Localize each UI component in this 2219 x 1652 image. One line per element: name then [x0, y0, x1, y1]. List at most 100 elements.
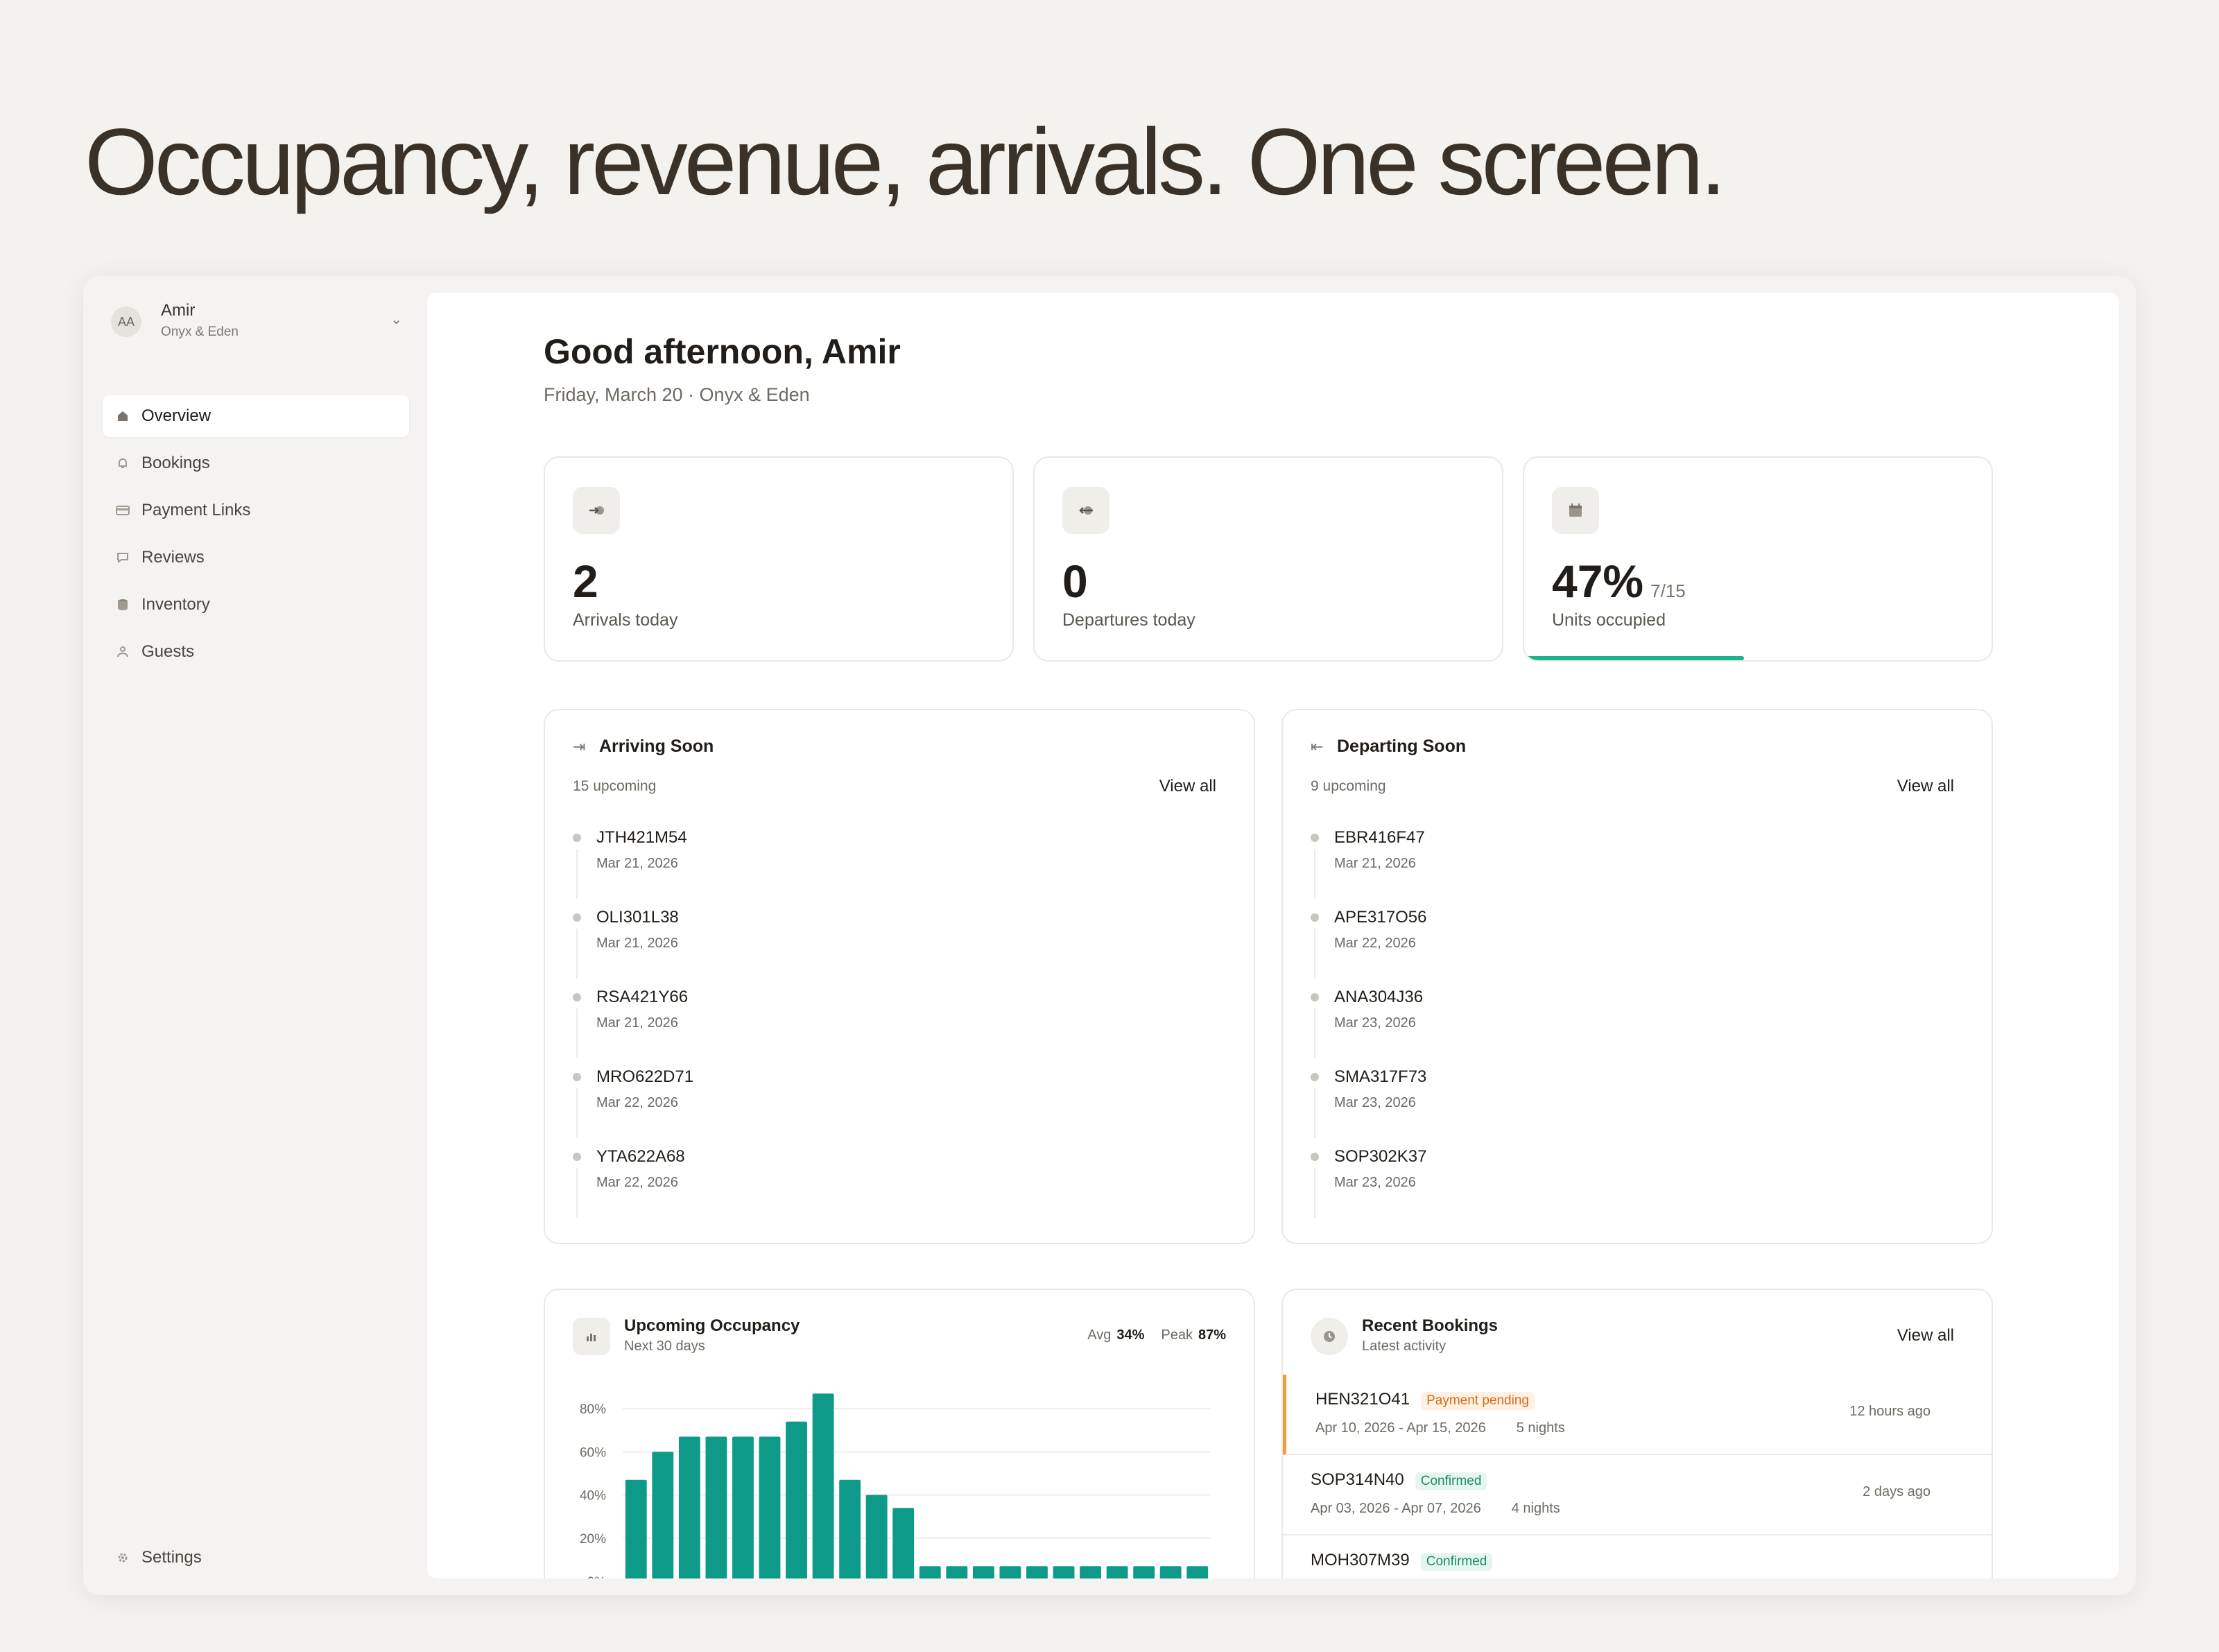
list-item[interactable]: SMA317F73 Mar 23, 2026 [1311, 1067, 1935, 1147]
occupancy-bar[interactable] [865, 1495, 888, 1578]
list-item[interactable]: ANA304J36 Mar 23, 2026 [1311, 988, 1935, 1067]
settings-label: Settings [141, 1548, 202, 1567]
stat-card-occupancy[interactable]: 47% 7/15 Units occupied [1523, 456, 1993, 662]
occupancy-summary: Avg 34% Peak 87% [1087, 1327, 1226, 1343]
booking-date: Mar 23, 2026 [1334, 1015, 1416, 1031]
booking-code: ANA304J36 [1334, 988, 1424, 1006]
sidebar-item-settings[interactable]: Settings [115, 1548, 202, 1567]
sidebar-nav: Overview Bookings Payment Links Reviews [103, 395, 409, 678]
occupancy-bar[interactable] [786, 1421, 807, 1578]
occupancy-bar[interactable] [812, 1393, 834, 1578]
arriving-view-all-link[interactable]: View all [1159, 777, 1216, 795]
list-item[interactable]: APE317O56 Mar 22, 2026 [1311, 908, 1935, 988]
bell-icon [115, 456, 130, 471]
occupancy-bar[interactable] [946, 1566, 968, 1578]
occupancy-fraction: 7/15 [1650, 580, 1686, 601]
stat-card-departures[interactable]: 0 Departures today [1033, 456, 1503, 662]
departures-count: 0 [1062, 556, 1088, 607]
booking-date: Mar 23, 2026 [1334, 1175, 1416, 1190]
booking-date: Mar 22, 2026 [596, 1175, 678, 1190]
sidebar-item-bookings[interactable]: Bookings [103, 442, 409, 484]
occupancy-bar[interactable] [1026, 1566, 1048, 1578]
gear-icon [115, 1550, 130, 1565]
arriving-count: 15 upcoming [573, 778, 657, 794]
occupancy-bar[interactable] [1080, 1566, 1101, 1578]
booking-dates-row: Apr 03, 2026 - Apr 07, 2026 4 nights [1311, 1501, 1560, 1517]
occupancy-bar[interactable] [678, 1436, 700, 1578]
arrivals-label: Arrivals today [573, 610, 678, 630]
avg-value: 34% [1116, 1327, 1145, 1343]
occupancy-bar[interactable] [1159, 1566, 1182, 1578]
booking-date: Mar 21, 2026 [596, 936, 678, 951]
occupancy-bar[interactable] [759, 1436, 781, 1578]
recent-view-all-link[interactable]: View all [1897, 1326, 1954, 1345]
occupancy-progress-fill [1524, 656, 1744, 660]
list-item[interactable]: JTH421M54 Mar 21, 2026 [573, 828, 1197, 908]
list-item[interactable]: YTA622A68 Mar 22, 2026 [573, 1147, 1197, 1227]
occupancy-bar[interactable] [919, 1566, 941, 1578]
occupancy-panel-sub: Next 30 days [624, 1339, 705, 1354]
booking-date: Mar 21, 2026 [596, 1015, 678, 1031]
departing-view-all-link[interactable]: View all [1897, 777, 1954, 795]
sidebar-item-reviews[interactable]: Reviews [103, 537, 409, 578]
sidebar-item-label: Payment Links [141, 501, 251, 519]
occupancy-bar[interactable] [1186, 1566, 1209, 1578]
y-tick-label: 60% [580, 1445, 606, 1460]
booking-time: 2 days ago [1863, 1484, 1931, 1499]
recent-bookings-title: Recent Bookings [1362, 1316, 1499, 1335]
table-row[interactable]: HEN321O41 Payment pending Apr 10, 2026 - … [1283, 1375, 1992, 1455]
booking-code: MOH307M39 [1311, 1551, 1410, 1569]
avatar: AA [111, 307, 141, 337]
arrow-out-icon [1062, 487, 1110, 534]
list-item[interactable]: MRO622D71 Mar 22, 2026 [573, 1067, 1197, 1147]
occupancy-bar[interactable] [732, 1436, 754, 1578]
recent-bookings-list: HEN321O41 Payment pending Apr 10, 2026 - … [1283, 1375, 1992, 1578]
arrow-in-icon: ⇥ [573, 738, 586, 755]
occupancy-percent: 47% 7/15 [1552, 555, 1686, 608]
stat-card-arrivals[interactable]: 2 Arrivals today [544, 456, 1014, 662]
sidebar-item-guests[interactable]: Guests [103, 631, 409, 673]
table-row[interactable]: MOH307M39 Confirmed [1283, 1535, 1992, 1578]
occupancy-bar[interactable] [972, 1566, 994, 1578]
list-item[interactable]: OLI301L38 Mar 21, 2026 [573, 908, 1197, 988]
table-row[interactable]: SOP314N40 Confirmed Apr 03, 2026 - Apr 07… [1283, 1455, 1992, 1535]
occupancy-bar[interactable] [839, 1479, 861, 1578]
bar-chart-icon [573, 1318, 610, 1355]
departing-list: EBR416F47 Mar 21, 2026 APE317O56 Mar 22, 2… [1311, 828, 1935, 1227]
list-item[interactable]: RSA421Y66 Mar 21, 2026 [573, 988, 1197, 1067]
occupancy-bar[interactable] [652, 1452, 674, 1578]
arriving-soon-panel: ⇥ Arriving Soon 15 upcoming View all JTH… [544, 709, 1255, 1244]
booking-date: Mar 21, 2026 [1334, 856, 1416, 871]
booking-code-row: MOH307M39 Confirmed [1311, 1551, 1493, 1571]
sidebar-item-payment-links[interactable]: Payment Links [103, 490, 409, 531]
app-window: AA Amir Onyx & Eden ⌄ Overview Bookings [83, 276, 2136, 1595]
arrivals-count: 2 [573, 556, 598, 607]
occupancy-bar[interactable] [892, 1508, 915, 1578]
peak-value: 87% [1198, 1327, 1226, 1343]
arriving-title: Arriving Soon [599, 737, 714, 756]
sidebar-item-label: Guests [141, 642, 195, 661]
account-switcher[interactable]: AA Amir Onyx & Eden ⌄ [111, 301, 402, 340]
booking-dates: Apr 10, 2026 - Apr 15, 2026 [1315, 1420, 1486, 1436]
departing-title: Departing Soon [1337, 737, 1467, 756]
sidebar-item-overview[interactable]: Overview [103, 395, 409, 437]
occupancy-bar[interactable] [1053, 1566, 1075, 1578]
recent-bookings-sub: Latest activity [1362, 1339, 1447, 1354]
page-subtitle: Friday, March 20 · Onyx & Eden [544, 384, 810, 405]
booking-time: 12 hours ago [1849, 1404, 1931, 1419]
booking-code: SMA317F73 [1334, 1067, 1427, 1086]
booking-date: Mar 21, 2026 [596, 856, 678, 871]
occupancy-bar[interactable] [1106, 1566, 1128, 1578]
list-item[interactable]: SOP302K37 Mar 23, 2026 [1311, 1147, 1935, 1227]
occupancy-bar[interactable] [705, 1436, 727, 1578]
list-item[interactable]: EBR416F47 Mar 21, 2026 [1311, 828, 1935, 908]
occupancy-bar[interactable] [999, 1566, 1021, 1578]
occupancy-bar[interactable] [1133, 1566, 1155, 1578]
status-badge: Confirmed [1420, 1553, 1493, 1571]
booking-code: RSA421Y66 [596, 988, 689, 1006]
booking-date: Mar 22, 2026 [1334, 936, 1416, 951]
sidebar-item-label: Inventory [141, 595, 210, 614]
sidebar-item-inventory[interactable]: Inventory [103, 584, 409, 626]
occupancy-bar[interactable] [625, 1479, 647, 1578]
upcoming-occupancy-panel: Upcoming Occupancy Next 30 days Avg 34% Pe… [544, 1289, 1255, 1578]
